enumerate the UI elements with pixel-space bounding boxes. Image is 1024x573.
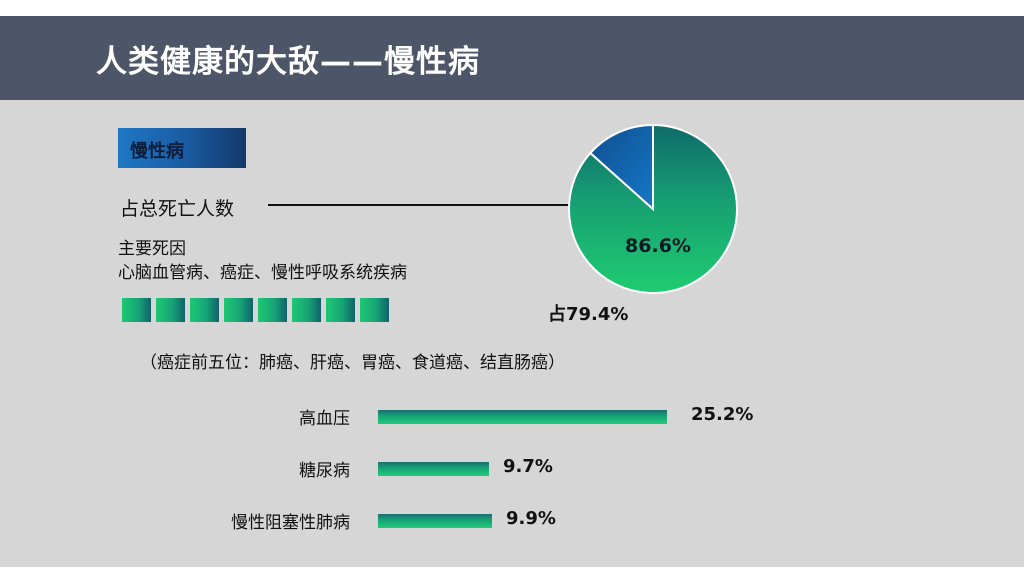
pie-slice-label: 86.6%	[625, 235, 691, 257]
main-diseases-text: 心脑血管病、癌症、慢性呼吸系统疾病	[118, 263, 407, 283]
progress-square	[122, 298, 151, 322]
bar-hypertension	[378, 410, 667, 424]
bar-value-label: 9.7%	[503, 456, 553, 477]
title-bar: 人类健康的大敌——慢性病	[0, 16, 1024, 100]
bar-copd	[378, 514, 492, 528]
pie-slice-chronic	[568, 123, 738, 294]
progress-square	[156, 298, 185, 322]
bottom-border	[0, 567, 1024, 573]
progress-square	[326, 298, 355, 322]
progress-square	[292, 298, 321, 322]
progress-square	[224, 298, 253, 322]
page-title: 人类健康的大敌——慢性病	[96, 44, 480, 80]
progress-square	[258, 298, 287, 322]
pie-slice-other	[588, 123, 654, 212]
bar-category-label: 糖尿病	[299, 461, 350, 481]
section-tag: 慢性病	[118, 128, 246, 168]
bar-value-label: 9.9%	[506, 508, 556, 529]
cancer-top5-note: （癌症前五位：肺癌、肝癌、胃癌、食道癌、结直肠癌）	[140, 353, 565, 373]
progress-square	[190, 298, 219, 322]
top-border	[0, 0, 1024, 16]
connector-line	[268, 204, 598, 206]
pie-chart: 86.6%	[566, 122, 740, 296]
death-share-label: 占总死亡人数	[120, 198, 235, 220]
main-cause-label: 主要死因	[118, 239, 186, 259]
bar-category-label: 慢性阻塞性肺病	[231, 513, 350, 533]
pie-svg: 86.6%	[568, 123, 738, 294]
bar-category-label: 高血压	[299, 409, 350, 429]
diseases-share-value: 占79.4%	[548, 304, 629, 325]
section-tag-label: 慢性病	[130, 141, 184, 162]
progress-square	[360, 298, 389, 322]
bar-diabetes	[378, 462, 489, 476]
bar-value-label: 25.2%	[691, 404, 754, 425]
